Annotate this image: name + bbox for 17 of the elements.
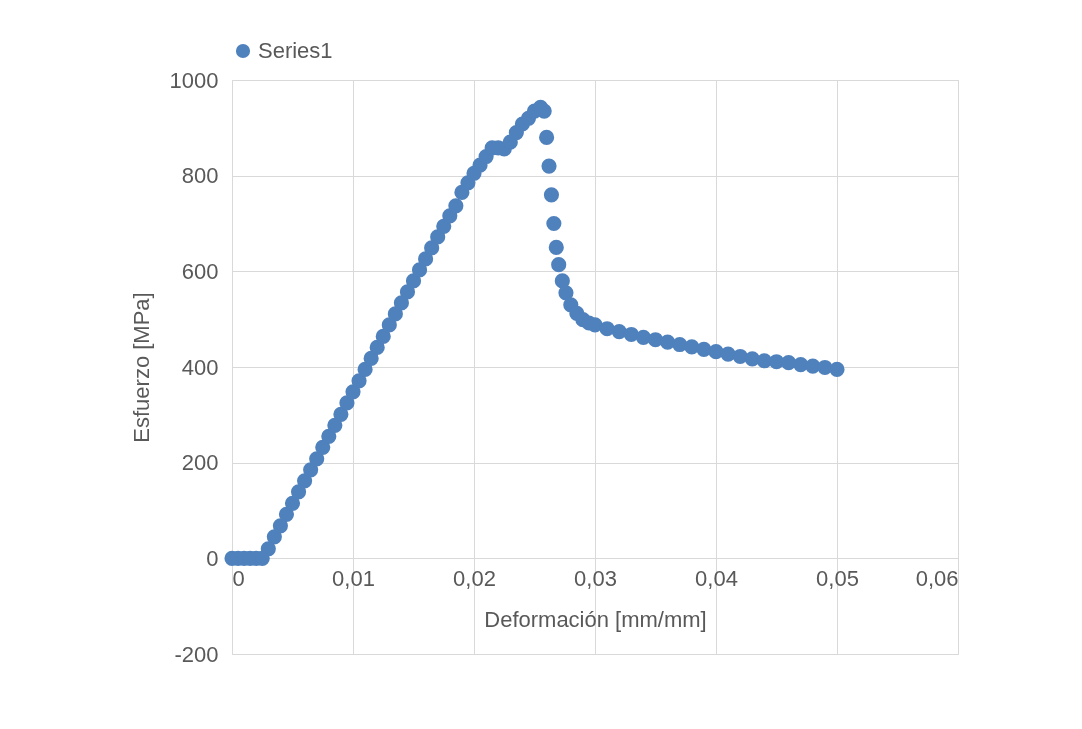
x-tick-label: 0,05 xyxy=(816,565,859,591)
x-axis-title: Deformación [mm/mm] xyxy=(484,606,707,632)
y-tick-label: 800 xyxy=(181,163,219,189)
x-tick-label: 0,03 xyxy=(574,565,617,591)
x-tick-label: 0,04 xyxy=(695,565,738,591)
y-tick-label: 200 xyxy=(181,450,219,476)
y-tick-label: 0 xyxy=(206,545,219,571)
y-tick-label: 600 xyxy=(181,258,219,284)
y-axis-title: Esfuerzo [MPa] xyxy=(128,292,154,443)
x-tick-label: 0 xyxy=(232,565,245,591)
x-tick-label: 0,02 xyxy=(453,565,496,591)
y-tick-label: 400 xyxy=(181,354,219,380)
y-tick-label: -200 xyxy=(174,641,219,667)
legend-label: Series1 xyxy=(258,38,333,63)
y-tick-label: 1000 xyxy=(169,67,219,93)
x-tick-label: 0,06 xyxy=(915,565,959,591)
x-tick-label: 0,01 xyxy=(332,565,375,591)
